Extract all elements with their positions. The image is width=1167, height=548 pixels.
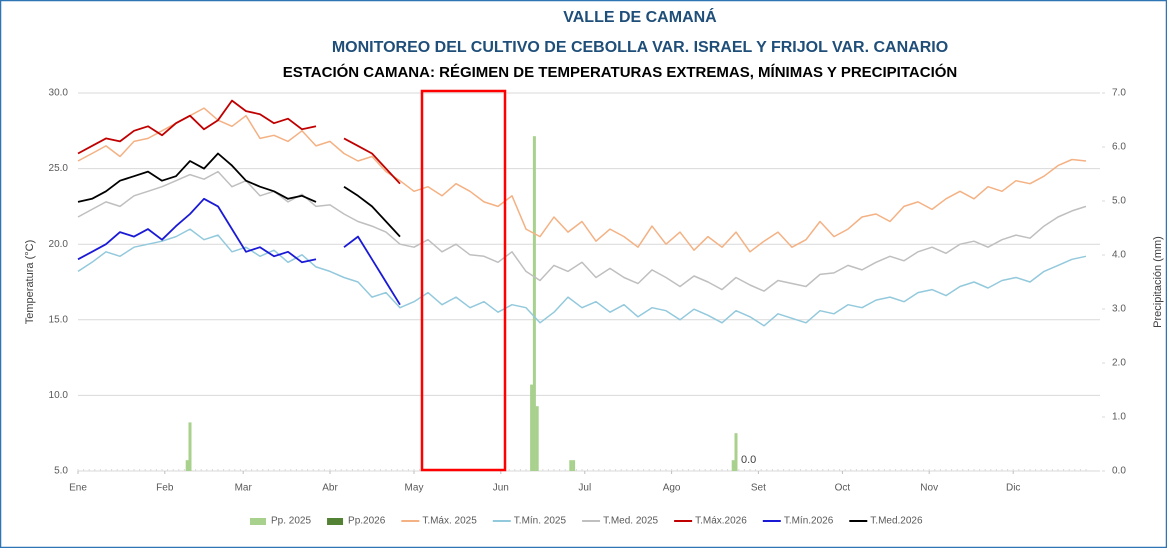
y-tick-label: 10.0 <box>49 390 69 401</box>
legend-marker <box>327 518 344 525</box>
y-tick-label: 30.0 <box>49 88 69 99</box>
bar <box>731 460 735 471</box>
legend-label: T.Med.2026 <box>870 516 923 527</box>
bar <box>569 460 573 471</box>
x-tick-label: Ene <box>69 483 87 494</box>
line <box>77 107 1087 253</box>
legend-label: T.Máx. 2025 <box>422 516 477 527</box>
annotation: 0.0 <box>741 454 756 466</box>
y-tick-label: 25.0 <box>49 163 69 174</box>
bar <box>572 460 576 471</box>
legend-marker <box>250 518 266 525</box>
legend-label: Pp. 2025 <box>271 516 311 527</box>
line <box>77 152 317 203</box>
legend-label: Pp.2026 <box>348 516 386 527</box>
bar <box>530 384 534 471</box>
x-tick-label: Jun <box>493 483 509 494</box>
x-tick-label: Nov <box>920 483 938 494</box>
x-tick-label: Jul <box>578 483 591 494</box>
chart-subtitle: MONITOREO DEL CULTIVO DE CEBOLLA VAR. IS… <box>332 39 948 56</box>
y2-tick-label: 5.0 <box>1112 196 1126 207</box>
line <box>343 137 401 185</box>
x-tick-label: May <box>405 483 424 494</box>
y2-tick-label: 1.0 <box>1112 412 1126 423</box>
y2-tick-label: 3.0 <box>1112 304 1126 315</box>
y-tick-label: 15.0 <box>49 314 69 325</box>
bar <box>188 422 192 471</box>
bar <box>734 433 738 471</box>
x-tick-label: Dic <box>1006 483 1020 494</box>
line <box>77 228 1087 327</box>
y-tick-label: 20.0 <box>49 239 69 250</box>
legend-label: T.Mín. 2025 <box>514 516 567 527</box>
bar <box>532 136 536 471</box>
y2-tick-label: 7.0 <box>1112 88 1126 99</box>
x-tick-label: Mar <box>235 483 253 494</box>
x-tick-label: Feb <box>156 483 174 494</box>
highlight-box <box>420 89 507 472</box>
y2-tick-label: 0.0 <box>1112 466 1126 477</box>
line <box>77 197 317 264</box>
legend-label: T.Máx.2026 <box>695 516 747 527</box>
legend-label: T.Mín.2026 <box>784 516 834 527</box>
y2-tick-label: 6.0 <box>1112 142 1126 153</box>
y2-axis-label: Precipitación (mm) <box>1152 236 1164 328</box>
x-tick-label: Ago <box>663 483 681 494</box>
chart-title: VALLE DE CAMANÁ <box>563 7 717 26</box>
line <box>343 185 401 238</box>
line <box>77 99 317 155</box>
bar <box>535 406 539 471</box>
line <box>343 235 401 306</box>
y2-tick-label: 4.0 <box>1112 250 1126 261</box>
legend-label: T.Med. 2025 <box>603 516 658 527</box>
chart-subtitle: ESTACIÓN CAMANA: RÉGIMEN DE TEMPERATURAS… <box>283 63 957 81</box>
x-tick-label: Oct <box>835 483 851 494</box>
x-tick-label: Abr <box>322 483 338 494</box>
x-tick-label: Set <box>751 483 766 494</box>
bar <box>185 460 189 471</box>
y-tick-label: 5.0 <box>54 466 68 477</box>
y2-tick-label: 2.0 <box>1112 358 1126 369</box>
y-axis-label: Temperatura (°C) <box>24 240 36 324</box>
